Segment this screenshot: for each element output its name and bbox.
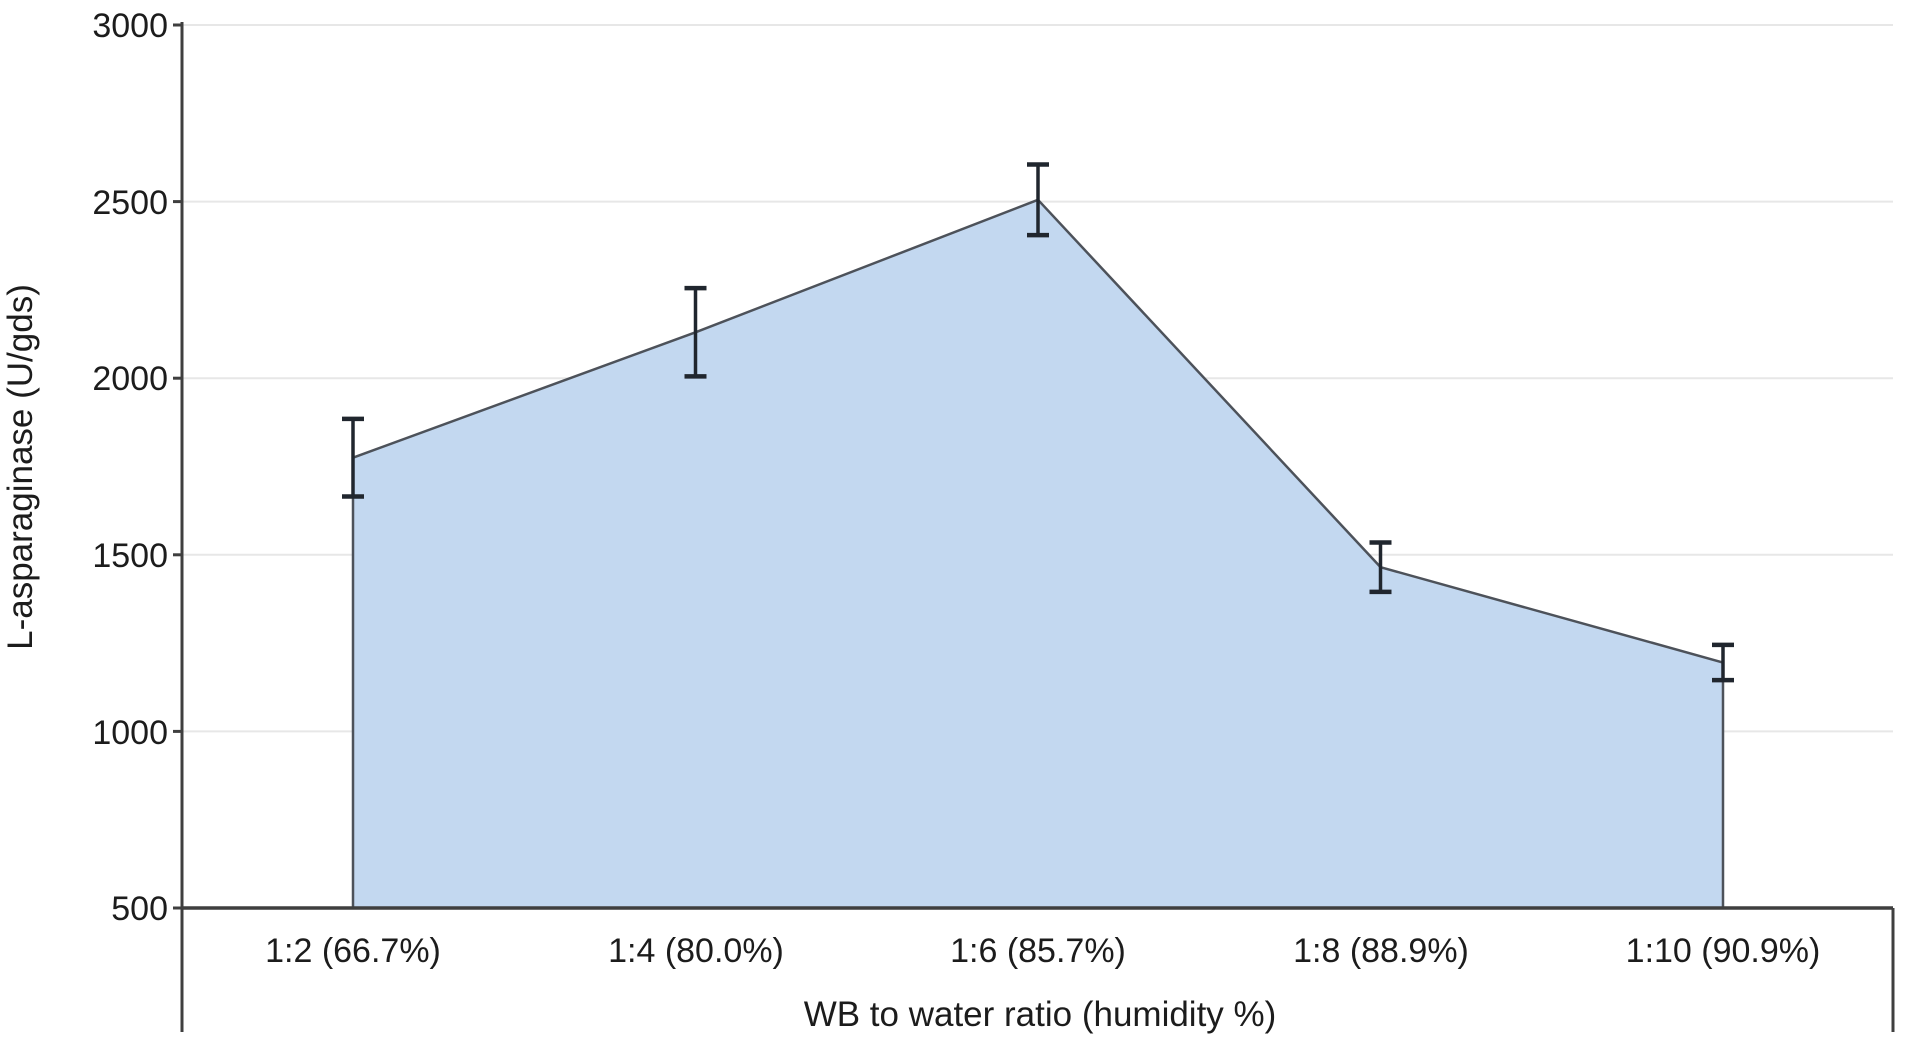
x-tick-label-1-10: 1:10 (90.9%) — [1626, 932, 1821, 970]
x-tick-labels: 1:2 (66.7%) 1:4 (80.0%) 1:6 (85.7%) 1:8 … — [265, 932, 1820, 970]
x-tick-label-1-4: 1:4 (80.0%) — [608, 932, 784, 970]
y-tick-labels: 500 1000 1500 2000 2500 3000 — [92, 7, 168, 928]
axes — [173, 22, 1895, 1032]
x-tick-label-1-8: 1:8 (88.9%) — [1293, 932, 1469, 970]
y-tick-label-3000: 3000 — [92, 7, 168, 45]
y-tick-label-2500: 2500 — [92, 184, 168, 222]
x-tick-label-1-6: 1:6 (85.7%) — [950, 932, 1126, 970]
x-axis-title: WB to water ratio (humidity %) — [804, 995, 1277, 1034]
y-tick-label-500: 500 — [111, 890, 168, 928]
x-tick-label-1-2: 1:2 (66.7%) — [265, 932, 441, 970]
y-tick-label-1500: 1500 — [92, 537, 168, 575]
y-tick-label-1000: 1000 — [92, 714, 168, 752]
y-axis-title: L-asparaginase (U/gds) — [1, 284, 40, 650]
error-bars — [342, 162, 1734, 683]
y-tick-label-2000: 2000 — [92, 360, 168, 398]
